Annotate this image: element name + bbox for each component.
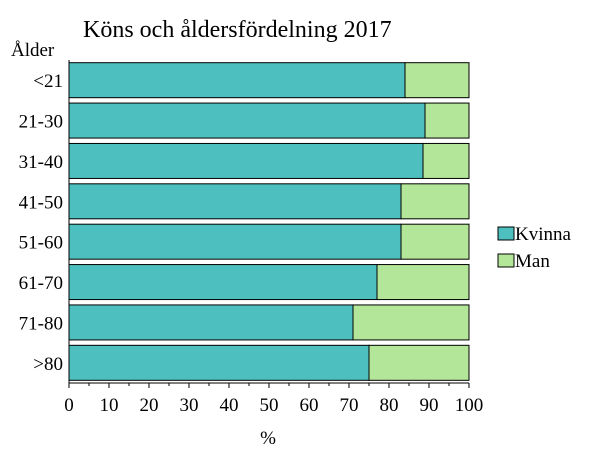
y-tick-label: <21 bbox=[33, 71, 63, 92]
bar-man-5 bbox=[376, 264, 470, 301]
x-tick-label: 80 bbox=[380, 395, 399, 416]
y-tick-label: 61-70 bbox=[19, 273, 63, 294]
bar-man-3 bbox=[400, 183, 470, 220]
category-axis-label: Ålder bbox=[11, 40, 55, 61]
legend-swatch-man bbox=[497, 253, 515, 268]
x-tick-label: 0 bbox=[64, 395, 74, 416]
y-tick-label: 51-60 bbox=[19, 233, 63, 254]
x-tick-label: 50 bbox=[260, 395, 279, 416]
bar-man-2 bbox=[422, 142, 470, 179]
x-tick-label: 70 bbox=[340, 395, 359, 416]
y-tick-label: >80 bbox=[33, 354, 63, 375]
bar-kvinna-0 bbox=[68, 62, 406, 99]
legend-label-kvinna: Kvinna bbox=[515, 224, 572, 245]
bar-kvinna-3 bbox=[68, 183, 402, 220]
bar-kvinna-6 bbox=[68, 304, 354, 341]
bar-kvinna-1 bbox=[68, 102, 426, 139]
y-tick-label: 31-40 bbox=[19, 152, 63, 173]
x-axis-label: % bbox=[260, 428, 276, 449]
bar-kvinna-5 bbox=[68, 264, 378, 301]
plot-area: <21 21-30 31-40 41-50 51-60 61-70 71-80 >800 10 2… bbox=[19, 60, 484, 416]
bar-man-4 bbox=[400, 223, 470, 260]
bar-kvinna-2 bbox=[68, 142, 424, 179]
y-tick-label: 41-50 bbox=[19, 192, 63, 213]
x-tick-label: 40 bbox=[220, 395, 239, 416]
x-tick-label: 20 bbox=[140, 395, 159, 416]
x-tick-label: 30 bbox=[180, 395, 199, 416]
bar-man-1 bbox=[424, 102, 470, 139]
legend-swatch-kvinna bbox=[497, 226, 515, 241]
bar-kvinna-7 bbox=[68, 344, 370, 381]
legend-label-man: Man bbox=[515, 251, 550, 272]
bar-kvinna-4 bbox=[68, 223, 402, 260]
x-tick-label: 100 bbox=[455, 395, 484, 416]
chart-title: Köns och åldersfördelning 2017 bbox=[83, 17, 392, 43]
y-tick-label: 71-80 bbox=[19, 313, 63, 334]
x-tick-label: 10 bbox=[100, 395, 119, 416]
y-tick-label: 21-30 bbox=[19, 112, 63, 133]
bar-man-0 bbox=[404, 62, 470, 99]
legend: Kvinna Man bbox=[497, 224, 572, 272]
x-tick-label: 60 bbox=[300, 395, 319, 416]
bar-man-6 bbox=[352, 304, 470, 341]
bar-man-7 bbox=[368, 344, 470, 381]
x-tick-label: 90 bbox=[420, 395, 439, 416]
